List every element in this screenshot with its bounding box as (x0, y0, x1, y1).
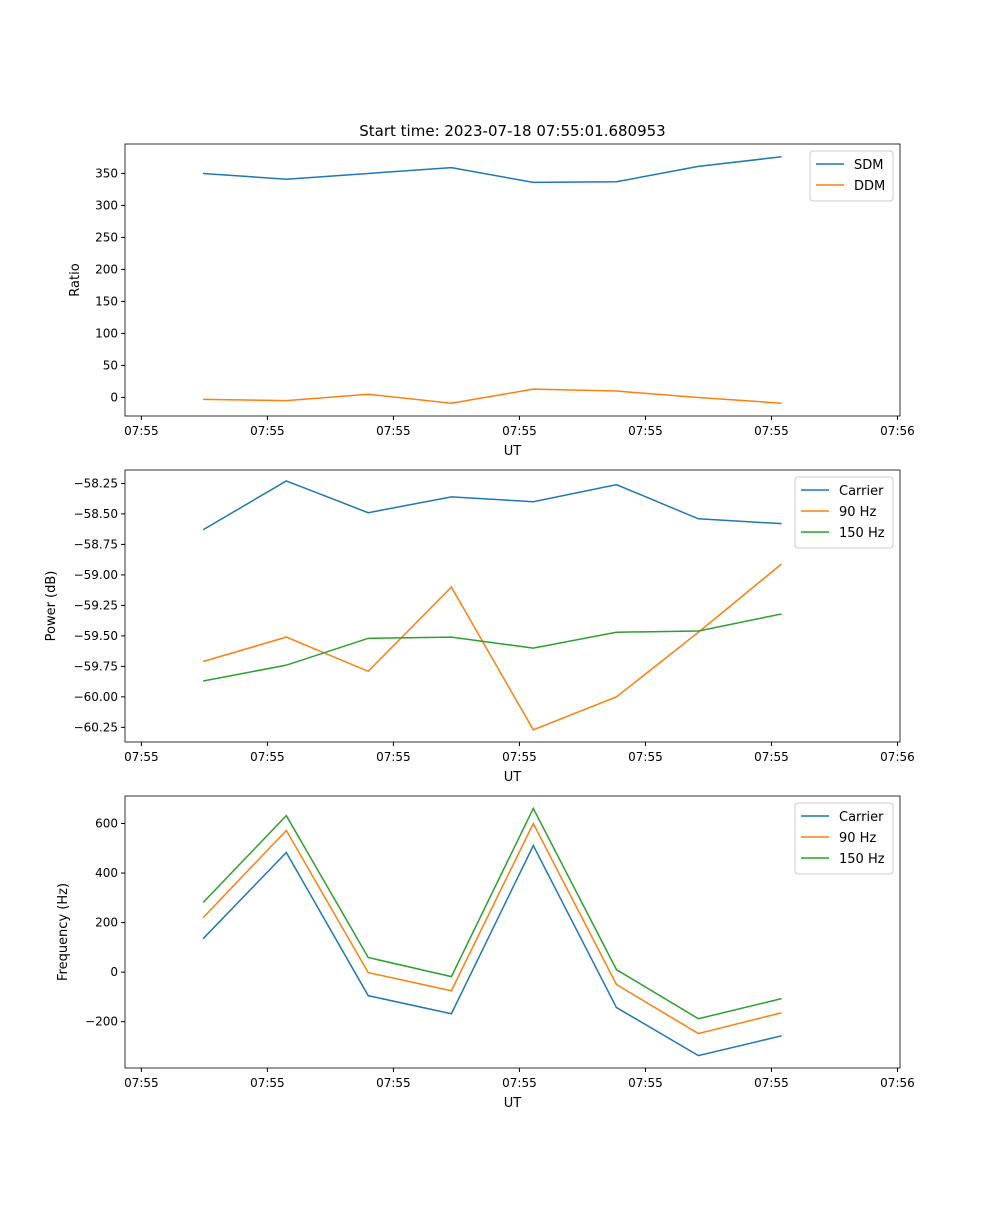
x-tick-label: 07:55 (376, 424, 411, 438)
legend-label: Carrier (839, 810, 884, 825)
y-tick-label: −59.00 (74, 568, 118, 582)
x-tick-label: 07:55 (502, 1076, 537, 1090)
subplot-1: Start time: 2023-07-18 07:55:01.680953 07… (68, 122, 915, 459)
y-tick-label: 0 (110, 390, 118, 404)
plot-frame (124, 795, 901, 1069)
y-tick-label: 50 (103, 358, 118, 372)
x-tick-label: 07:55 (124, 424, 159, 438)
x-tick-label: 07:55 (502, 750, 537, 764)
y-tick-label: −58.25 (74, 476, 118, 490)
x-tick-label: 07:55 (628, 1076, 663, 1090)
legend-label: 150 Hz (839, 852, 885, 867)
legend-label: 90 Hz (839, 831, 876, 846)
y-tick-label: −60.00 (74, 690, 118, 704)
series-line-150-hz (202, 806, 782, 1020)
legend: SDM DDM (809, 150, 894, 202)
legend-label: 150 Hz (839, 526, 885, 541)
x-tick-label: 07:55 (376, 750, 411, 764)
x-axis-label: UT (504, 1096, 522, 1111)
y-tick-label: −59.25 (74, 598, 118, 612)
y-axis-label: Frequency (Hz) (56, 883, 71, 981)
plot-frame (124, 143, 901, 417)
legend-box (794, 802, 894, 875)
y-tick-label: −60.25 (74, 720, 118, 734)
x-axis-label: UT (504, 444, 522, 459)
y-tick-label: 400 (95, 866, 118, 880)
legend-label: 90 Hz (839, 505, 876, 520)
x-tick-label: 07:55 (754, 424, 789, 438)
y-tick-label: −58.50 (74, 507, 118, 521)
series-line-150-hz (202, 613, 782, 682)
x-tick-label: 07:55 (250, 424, 285, 438)
x-tick-label: 07:55 (250, 750, 285, 764)
legend-label: DDM (854, 179, 885, 194)
x-tick-label: 07:55 (754, 750, 789, 764)
y-tick-label: −59.50 (74, 629, 118, 643)
y-tick-label: 100 (95, 326, 118, 340)
x-tick-label: 07:56 (880, 750, 915, 764)
series-line-carrier (202, 843, 782, 1057)
legend-box (794, 476, 894, 549)
subplot-3: 07:55 07:55 07:55 07:55 07:55 07:55 07:56 −200 0… (56, 795, 915, 1111)
series-line-90-hz (202, 821, 782, 1035)
y-tick-label: 0 (110, 965, 118, 979)
x-tick-label: 07:55 (502, 424, 537, 438)
y-tick-label: 150 (95, 294, 118, 308)
y-tick-label: 250 (95, 230, 118, 244)
series-line-ddm (203, 388, 782, 404)
series-line-sdm (203, 156, 782, 184)
x-tick-label: 07:55 (124, 750, 159, 764)
chart-title: Start time: 2023-07-18 07:55:01.680953 (359, 122, 665, 140)
x-tick-label: 07:55 (124, 1076, 159, 1090)
y-tick-label: 200 (95, 262, 118, 276)
legend-label: SDM (854, 158, 883, 173)
legend-label: Carrier (839, 484, 884, 499)
x-tick-label: 07:55 (250, 1076, 285, 1090)
x-tick-label: 07:55 (628, 424, 663, 438)
legend: Carrier 90 Hz 150 Hz (794, 802, 894, 875)
y-tick-label: 200 (95, 916, 118, 930)
y-tick-label: 300 (95, 198, 118, 212)
x-tick-label: 07:55 (376, 1076, 411, 1090)
x-tick-label: 07:55 (754, 1076, 789, 1090)
x-tick-label: 07:55 (628, 750, 663, 764)
x-axis-label: UT (504, 770, 522, 785)
y-tick-label: −200 (85, 1015, 118, 1029)
y-tick-label: 600 (95, 816, 118, 830)
y-axis-label: Power (dB) (44, 571, 59, 642)
x-tick-label: 07:56 (880, 424, 915, 438)
y-tick-label: −58.75 (74, 537, 118, 551)
legend: Carrier 90 Hz 150 Hz (794, 476, 894, 549)
y-axis-label: Ratio (68, 263, 83, 296)
plot-frame (124, 469, 901, 743)
series-line-90-hz (202, 563, 783, 731)
series-line-carrier (202, 480, 782, 531)
y-tick-label: −59.75 (74, 659, 118, 673)
y-tick-label: 350 (95, 166, 118, 180)
subplot-2: 07:55 07:55 07:55 07:55 07:55 07:55 07:56 −60.2… (44, 469, 915, 785)
x-tick-label: 07:56 (880, 1076, 915, 1090)
